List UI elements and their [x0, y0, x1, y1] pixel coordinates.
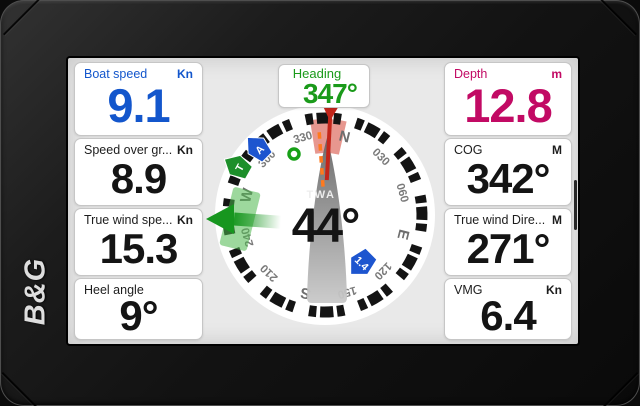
- apparent-wind-pointer: A: [246, 136, 273, 163]
- display-screen[interactable]: N030060E120150S210240W300330 A T: [68, 58, 578, 344]
- twa-value: 44°: [292, 200, 359, 253]
- panel-unit: m: [551, 67, 562, 81]
- true-wind-letter: T: [233, 162, 247, 174]
- compass-ring-segment: [415, 223, 428, 232]
- compass-ring-segment: [266, 123, 284, 140]
- true-wind-direction-panel[interactable]: True wind Dire... M 271°: [444, 208, 572, 276]
- heading-line: [324, 116, 333, 181]
- compass-ring-segment: [356, 298, 369, 312]
- twd-arrow-icon: [206, 204, 234, 234]
- tide-pin-icon: [350, 247, 378, 275]
- true-wind-pin-icon: [223, 154, 253, 180]
- compass-ring-segment: [285, 299, 296, 313]
- panel-value: 8.9: [110, 154, 167, 202]
- compass-ring-segment: [393, 147, 407, 160]
- panel-label: VMG: [454, 284, 483, 297]
- compass-bearing-label: E: [393, 228, 412, 242]
- compass-ring-segment: [227, 175, 241, 186]
- panel-value: 271°: [466, 224, 551, 272]
- true-wind-speed-panel[interactable]: True wind spe... Kn 15.3: [74, 208, 203, 276]
- brand-logo: B&G: [19, 257, 52, 326]
- heading-value: 347°: [303, 78, 358, 109]
- compass-ring-segment: [354, 117, 365, 131]
- panel-value: 15.3: [99, 224, 179, 272]
- compass-ring-segment: [259, 285, 273, 299]
- cog-panel[interactable]: COG M 342°: [444, 138, 572, 206]
- compass-ring-segment: [336, 304, 346, 317]
- true-wind-pointer: T: [223, 154, 253, 180]
- compass-ring-segment: [304, 113, 314, 126]
- compass-ring-segment: [281, 118, 294, 132]
- bezel-corner-seam: [600, 0, 637, 36]
- compass-ring-segment: [333, 112, 342, 125]
- vmg-panel[interactable]: VMG Kn 6.4: [444, 278, 572, 340]
- cog-line-group: [317, 132, 326, 193]
- compass-ring-segment: [380, 283, 393, 297]
- compass-ring-segment: [222, 198, 235, 207]
- boat-speed-panel[interactable]: Boat speed Kn 9.1: [74, 62, 203, 136]
- boat-shape: [307, 138, 347, 303]
- panel-label: Speed over gr...: [84, 144, 173, 157]
- compass-ring-segment: [308, 305, 317, 318]
- scroll-indicator[interactable]: [574, 180, 577, 230]
- compass-ring-segment: [366, 290, 384, 307]
- compass-ring-segment: [363, 122, 381, 139]
- panel-label: COG: [454, 144, 483, 157]
- panel-unit: M: [552, 213, 562, 227]
- panel-unit: Kn: [546, 283, 562, 297]
- compass-ring-segment: [269, 291, 287, 308]
- compass-bearing-label: 330: [292, 130, 314, 147]
- panel-label: Depth: [454, 68, 488, 81]
- panel-value: 9°: [119, 291, 158, 339]
- compass-ring-segment: [228, 246, 242, 259]
- cog-line: [317, 132, 326, 193]
- panel-label: Heel angle: [84, 284, 144, 297]
- compass-ring-segment: [243, 270, 257, 283]
- twa-label: TWA: [307, 189, 336, 201]
- panel-value: 12.8: [464, 79, 552, 133]
- compass-ring-segment: [400, 156, 417, 174]
- panel-unit: Kn: [177, 143, 193, 157]
- panel-value: 6.4: [480, 291, 536, 339]
- panel-value: 342°: [466, 154, 551, 202]
- speed-over-ground-panel[interactable]: Speed over gr... Kn 8.9: [74, 138, 203, 206]
- compass-tick-ring: [222, 112, 428, 318]
- twd-arrow-tail: [233, 212, 282, 229]
- compass-ring-segment: [401, 253, 418, 271]
- compass-bearing-label: N: [337, 128, 352, 147]
- panel-unit: Kn: [177, 67, 193, 81]
- bezel-corner-seam: [3, 0, 40, 36]
- depth-panel[interactable]: Depth m 12.8: [444, 62, 572, 136]
- panel-unit: M: [552, 143, 562, 157]
- heading-label: Heading: [292, 66, 342, 81]
- compass-ring-segment: [409, 244, 423, 255]
- compass-ring-segment: [233, 256, 250, 274]
- compass-ring-segment: [414, 194, 427, 204]
- bezel-corner-seam: [1, 372, 39, 406]
- panel-label: True wind Dire...: [454, 214, 546, 227]
- waypoint-marker-icon: [287, 147, 301, 161]
- apparent-wind-pin-icon: [246, 136, 273, 163]
- bezel-corner-seam: [601, 372, 639, 406]
- panel-value: 9.1: [107, 79, 170, 133]
- panel-label: Boat speed: [84, 68, 148, 81]
- compass-ring-segment: [395, 267, 409, 281]
- heel-angle-panel[interactable]: Heel angle 9°: [74, 278, 203, 340]
- panel-unit: Kn: [177, 213, 193, 227]
- sailsteer-compass[interactable]: N030060E120150S210240W300330 A T: [68, 58, 578, 344]
- compass-ring-segment: [408, 171, 422, 184]
- panel-label: True wind spe...: [84, 214, 173, 227]
- compass-ring-segment: [377, 131, 391, 145]
- tide-marker: 1.4: [350, 247, 378, 275]
- heading-panel[interactable]: Heading 347°: [278, 64, 370, 108]
- compass-bearing-label: 060: [394, 182, 411, 204]
